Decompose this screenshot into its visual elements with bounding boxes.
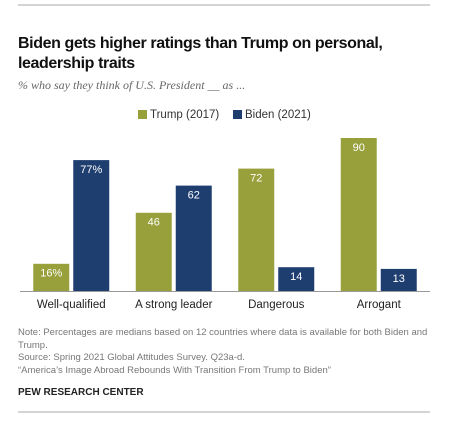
note: “America’s Image Abroad Rebounds With Tr… bbox=[18, 364, 331, 376]
bar bbox=[135, 212, 172, 291]
note: Source: Spring 2021 Global Attitudes Sur… bbox=[18, 352, 245, 363]
x-tick-label: A strong leader bbox=[135, 299, 213, 311]
x-tick-label: Dangerous bbox=[248, 299, 305, 311]
bar bbox=[278, 267, 315, 291]
legend-label: Trump (2017) bbox=[150, 109, 219, 121]
note: Note: Percentages are medians based on 1… bbox=[18, 327, 428, 351]
legend-swatch bbox=[138, 110, 147, 119]
notes: Note: Percentages are medians based on 1… bbox=[18, 327, 433, 377]
value-label: 14 bbox=[290, 271, 302, 283]
value-label: 90 bbox=[353, 142, 365, 154]
source: PEW RESEARCH CENTER bbox=[18, 387, 144, 398]
value-label: 46 bbox=[148, 217, 160, 229]
chart-title: Biden gets higher ratings than Trump on … bbox=[18, 35, 383, 72]
legend-swatch bbox=[233, 110, 242, 119]
bar bbox=[73, 160, 110, 291]
bar bbox=[340, 138, 377, 291]
bar bbox=[238, 168, 275, 291]
value-label: 16% bbox=[40, 268, 62, 280]
value-label: 77% bbox=[80, 164, 102, 176]
value-label: 72 bbox=[250, 173, 262, 185]
x-tick-label: Well-qualified bbox=[37, 299, 106, 311]
bar bbox=[175, 185, 212, 291]
chart-subtitle: % who say they think of U.S. President _… bbox=[18, 78, 246, 92]
x-tick-label: Arrogant bbox=[357, 299, 402, 311]
bar bbox=[380, 268, 417, 291]
bar bbox=[33, 263, 70, 291]
value-label: 62 bbox=[188, 190, 200, 202]
value-label: 13 bbox=[393, 273, 405, 285]
legend-label: Biden (2021) bbox=[245, 109, 311, 121]
